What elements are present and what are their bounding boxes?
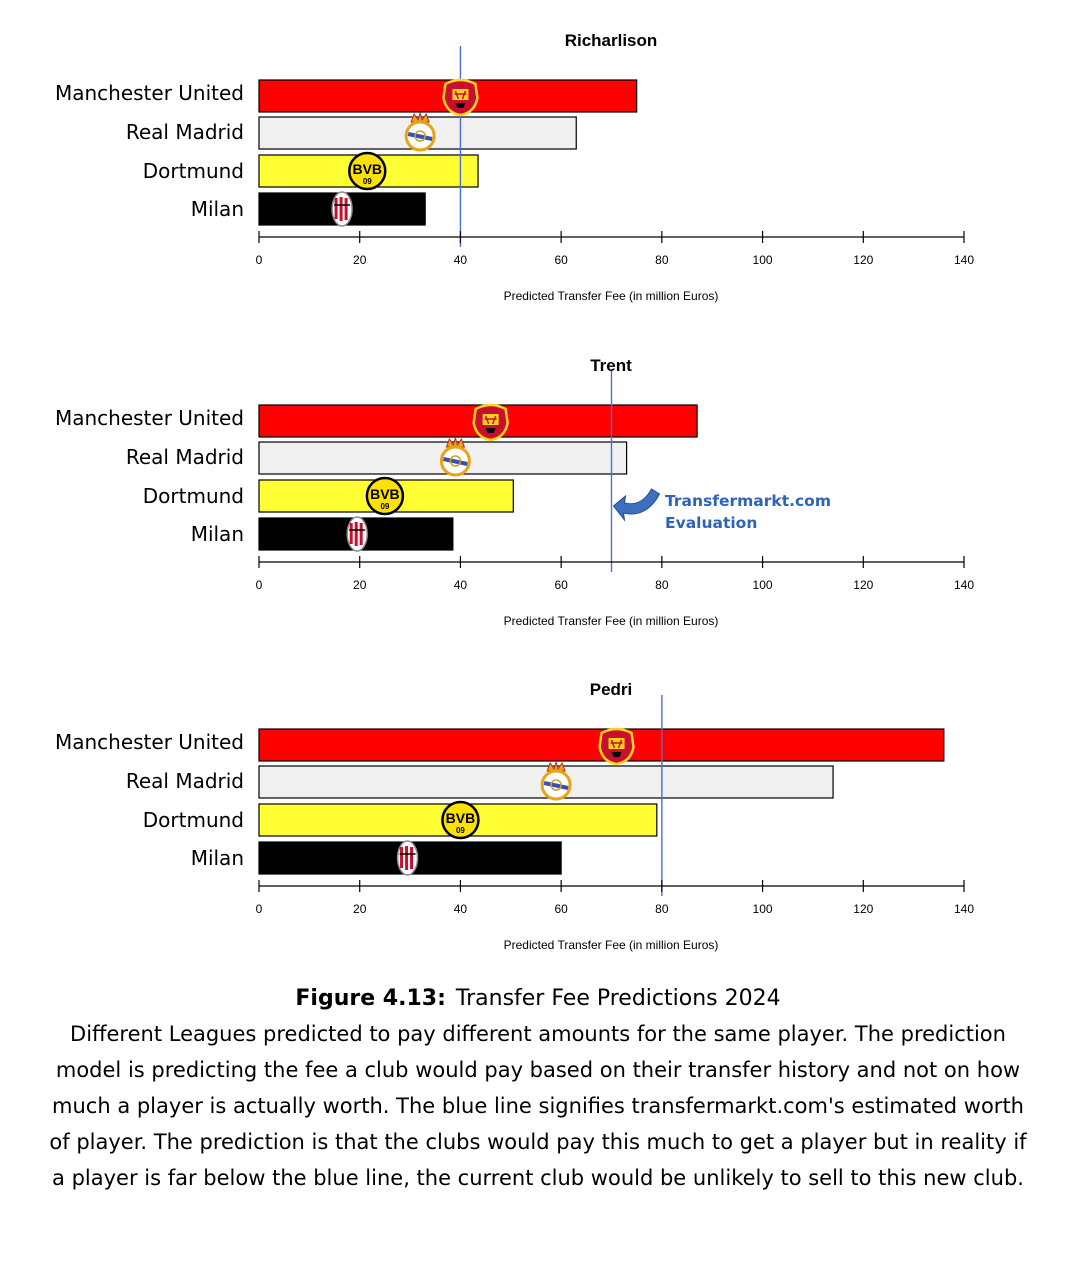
category-label: Manchester United [55, 406, 244, 430]
x-tick-label: 40 [454, 578, 468, 592]
bvb-logo-text: BVB [352, 161, 382, 177]
annotation-text: Evaluation [665, 514, 757, 532]
category-label: Real Madrid [126, 769, 244, 793]
x-tick-label: 120 [853, 578, 873, 592]
figure-caption: Figure 4.13: Transfer Fee Predictions 202… [40, 984, 1036, 1196]
figure-label: Figure 4.13: [295, 986, 446, 1011]
x-tick-label: 140 [954, 253, 974, 267]
category-label: Milan [191, 197, 244, 221]
x-tick-label: 120 [853, 253, 873, 267]
x-axis-label: Predicted Transfer Fee (in million Euros… [504, 614, 719, 628]
x-tick-label: 40 [454, 253, 468, 267]
category-label: Manchester United [55, 81, 244, 105]
x-tick-label: 0 [256, 902, 263, 916]
bvb-logo-text: BVB [370, 486, 400, 502]
figure-title: Transfer Fee Predictions 2024 [455, 986, 781, 1011]
x-tick-label: 20 [353, 902, 367, 916]
x-tick-label: 0 [256, 578, 263, 592]
category-label: Milan [191, 522, 244, 546]
chart-panel: Pedri Manchester United Real Madrid Dortmun… [55, 680, 974, 952]
category-label: Real Madrid [126, 445, 244, 469]
x-tick-label: 60 [554, 578, 568, 592]
chart-title: Trent [590, 356, 632, 375]
x-tick-label: 20 [353, 253, 367, 267]
chart-panel: Richarlison Manchester United Real Madrid D… [55, 31, 974, 303]
x-tick-label: 60 [554, 253, 568, 267]
x-tick-label: 40 [454, 902, 468, 916]
annotation-text: Transfermarkt.com [665, 492, 831, 510]
x-tick-label: 80 [655, 902, 669, 916]
x-tick-label: 140 [954, 578, 974, 592]
chart-title: Pedri [590, 680, 633, 699]
figure-description: Different Leagues predicted to pay diffe… [49, 1022, 1027, 1190]
chart-title: Richarlison [565, 31, 658, 50]
bvb-logo-year: 09 [380, 502, 389, 511]
bvb-logo-text: BVB [446, 810, 476, 826]
milan-crest-icon [396, 840, 419, 876]
milan-crest-icon [331, 191, 353, 227]
category-label: Dortmund [143, 808, 244, 832]
curved-arrow-icon [612, 488, 661, 522]
x-tick-label: 20 [353, 578, 367, 592]
x-tick-label: 80 [655, 578, 669, 592]
category-label: Real Madrid [126, 120, 244, 144]
x-axis-label: Predicted Transfer Fee (in million Euros… [504, 938, 719, 952]
x-tick-label: 100 [753, 902, 773, 916]
category-label: Dortmund [143, 484, 244, 508]
x-tick-label: 80 [655, 253, 669, 267]
real-madrid-crest-icon [404, 111, 436, 152]
x-tick-label: 60 [554, 902, 568, 916]
real-madrid-crest-icon [540, 760, 572, 801]
x-axis-label: Predicted Transfer Fee (in million Euros… [504, 289, 719, 303]
milan-crest-icon [346, 516, 368, 552]
bvb-logo-year: 09 [456, 826, 465, 835]
manchester-united-crest-icon [442, 78, 479, 117]
chart-panel: Trent Manchester United Real Madrid Dortmun… [55, 356, 974, 628]
transfer-fee-charts: Richarlison Manchester United Real Madrid D… [55, 31, 974, 952]
x-tick-label: 100 [753, 578, 773, 592]
x-tick-label: 140 [954, 902, 974, 916]
x-tick-label: 0 [256, 253, 263, 267]
x-tick-label: 120 [853, 902, 873, 916]
x-tick-label: 100 [753, 253, 773, 267]
manchester-united-crest-icon [598, 727, 635, 766]
real-madrid-crest-icon [439, 436, 471, 477]
category-label: Dortmund [143, 159, 244, 183]
category-label: Manchester United [55, 730, 244, 754]
bvb-logo-year: 09 [363, 177, 372, 186]
category-label: Milan [191, 846, 244, 870]
manchester-united-crest-icon [472, 403, 509, 442]
